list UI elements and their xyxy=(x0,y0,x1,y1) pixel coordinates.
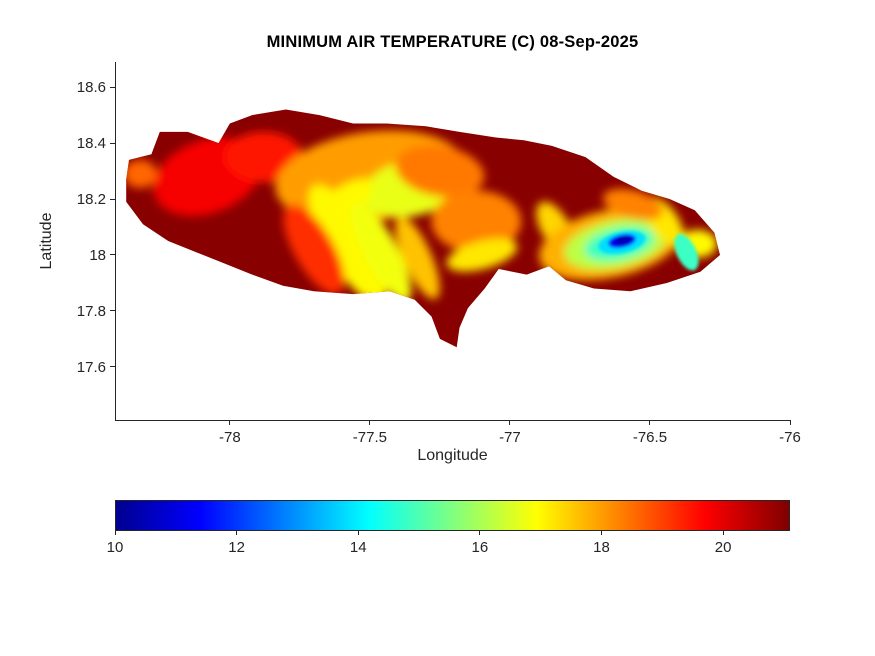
x-tick xyxy=(509,420,511,425)
temp-region-manchester-diag-yellow-2 xyxy=(350,202,412,303)
colorbar-tick-label: 10 xyxy=(106,539,124,556)
temp-region-east-green-streak xyxy=(674,233,699,271)
y-tick xyxy=(110,142,115,144)
temperature-map xyxy=(126,109,720,348)
y-tick-label: 18 xyxy=(89,246,106,264)
colorbar-tick xyxy=(722,531,724,535)
y-tick xyxy=(110,254,115,256)
x-tick xyxy=(649,420,651,425)
temp-region-st-ann-orange xyxy=(395,145,485,198)
colorbar-tick-label: 12 xyxy=(228,539,245,556)
y-tick xyxy=(110,310,115,312)
x-tick-label: -76 xyxy=(779,429,801,446)
y-tick-label: 18.6 xyxy=(76,79,106,97)
temp-region-negril-orange xyxy=(126,159,157,188)
y-tick-label: 18.4 xyxy=(76,135,106,153)
colorbar-tick xyxy=(357,531,359,535)
colorbar-tick xyxy=(114,531,116,535)
x-tick xyxy=(369,420,371,425)
temp-region-manchester-diag-yellow-1 xyxy=(308,184,387,303)
colorbar-tick-label: 20 xyxy=(714,539,732,556)
x-axis-label: Longitude xyxy=(417,447,488,464)
colorbar-gradient xyxy=(116,501,789,530)
y-tick-label: 17.8 xyxy=(76,302,106,320)
colorbar-tick-label: 16 xyxy=(471,539,489,556)
colorbar-tick-label: 14 xyxy=(349,539,367,556)
colorbar-tick xyxy=(479,531,481,535)
temp-region-blue-mtn-peak-navy xyxy=(615,236,631,244)
x-tick-label: -77.5 xyxy=(352,429,387,446)
colorbar xyxy=(115,500,790,531)
temp-region-st-catherine-yellow-streak xyxy=(446,238,518,272)
y-tick xyxy=(110,366,115,368)
temp-region-north-of-bm-orange xyxy=(603,188,664,221)
temp-region-santa-cruz-diag-red xyxy=(283,204,345,295)
y-tick xyxy=(110,86,115,88)
x-tick-label: -78 xyxy=(218,429,241,446)
chart-title: MINIMUM AIR TEMPERATURE (C) 08-Sep-2025 xyxy=(266,33,639,51)
x-tick xyxy=(789,420,791,425)
temp-region-clarendon-diag-orange xyxy=(395,216,440,300)
x-tick-label: -77 xyxy=(499,429,521,446)
colorbar-tick xyxy=(600,531,602,535)
y-tick-label: 18.2 xyxy=(76,191,106,209)
plot-area xyxy=(115,62,791,421)
y-tick xyxy=(110,198,115,200)
colorbar-tick xyxy=(236,531,238,535)
temp-region-central-orange xyxy=(431,190,522,253)
x-tick-label: -76.5 xyxy=(632,429,668,446)
x-tick xyxy=(229,420,231,425)
y-tick-label: 17.6 xyxy=(76,358,106,376)
colorbar-tick-label: 18 xyxy=(593,539,610,556)
